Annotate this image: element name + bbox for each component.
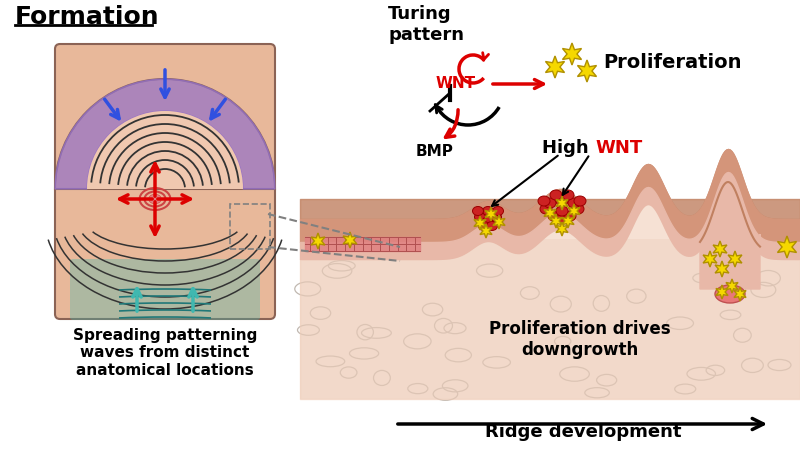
- FancyArrowPatch shape: [151, 164, 159, 197]
- FancyArrowPatch shape: [189, 289, 197, 312]
- Ellipse shape: [544, 198, 556, 208]
- Ellipse shape: [482, 207, 494, 216]
- Ellipse shape: [149, 195, 161, 204]
- FancyArrowPatch shape: [482, 54, 489, 61]
- Text: Turing
pattern: Turing pattern: [388, 5, 464, 44]
- Polygon shape: [716, 286, 728, 299]
- Ellipse shape: [482, 217, 494, 226]
- FancyArrowPatch shape: [446, 110, 458, 138]
- Polygon shape: [544, 207, 556, 220]
- Polygon shape: [311, 234, 325, 249]
- Ellipse shape: [473, 207, 483, 216]
- Polygon shape: [55, 80, 275, 189]
- Ellipse shape: [574, 197, 586, 207]
- Polygon shape: [568, 205, 580, 218]
- FancyArrowPatch shape: [435, 105, 442, 114]
- FancyArrowPatch shape: [161, 70, 169, 98]
- Polygon shape: [700, 183, 760, 289]
- Text: WNT: WNT: [436, 75, 476, 90]
- FancyArrowPatch shape: [158, 196, 190, 204]
- Text: Ridge development: Ridge development: [485, 422, 682, 440]
- Polygon shape: [550, 215, 562, 228]
- Polygon shape: [556, 223, 568, 237]
- Polygon shape: [734, 288, 746, 301]
- FancyArrowPatch shape: [493, 80, 543, 89]
- Ellipse shape: [562, 190, 574, 200]
- Polygon shape: [485, 208, 497, 221]
- FancyBboxPatch shape: [70, 259, 260, 320]
- Ellipse shape: [572, 205, 584, 215]
- Ellipse shape: [538, 197, 550, 207]
- Ellipse shape: [564, 211, 576, 221]
- Text: WNT: WNT: [595, 139, 642, 157]
- Text: Spreading patterning
waves from distinct
anatomical locations: Spreading patterning waves from distinct…: [73, 327, 257, 377]
- Ellipse shape: [568, 198, 580, 208]
- Text: Proliferation drives
downgrowth: Proliferation drives downgrowth: [489, 319, 671, 358]
- Polygon shape: [578, 61, 597, 83]
- Ellipse shape: [715, 286, 745, 303]
- Polygon shape: [715, 261, 729, 278]
- Polygon shape: [480, 225, 492, 238]
- FancyArrowPatch shape: [105, 100, 119, 119]
- Polygon shape: [703, 251, 717, 268]
- Text: Formation: Formation: [15, 5, 160, 29]
- Ellipse shape: [490, 213, 502, 222]
- Polygon shape: [713, 241, 727, 258]
- Text: High: High: [542, 139, 595, 157]
- FancyArrowPatch shape: [133, 289, 141, 312]
- FancyArrowPatch shape: [211, 100, 226, 119]
- Polygon shape: [728, 251, 742, 268]
- Ellipse shape: [548, 211, 560, 221]
- Polygon shape: [474, 217, 486, 230]
- Wedge shape: [55, 80, 275, 189]
- Bar: [300, 239, 800, 399]
- Polygon shape: [726, 279, 738, 293]
- Polygon shape: [562, 215, 574, 228]
- Polygon shape: [778, 237, 797, 258]
- FancyArrowPatch shape: [151, 202, 159, 235]
- Polygon shape: [546, 57, 565, 79]
- Text: BMP: BMP: [416, 144, 454, 159]
- Polygon shape: [343, 232, 357, 248]
- Ellipse shape: [486, 222, 498, 231]
- Ellipse shape: [474, 213, 486, 222]
- FancyBboxPatch shape: [55, 45, 275, 319]
- Polygon shape: [562, 44, 582, 66]
- Polygon shape: [556, 197, 568, 210]
- FancyArrowPatch shape: [120, 196, 152, 204]
- Ellipse shape: [493, 207, 503, 216]
- Ellipse shape: [540, 205, 552, 215]
- Ellipse shape: [556, 215, 568, 225]
- Polygon shape: [493, 216, 505, 229]
- Ellipse shape: [556, 207, 568, 217]
- Ellipse shape: [556, 197, 568, 207]
- Bar: [230, 205, 270, 249]
- Text: Proliferation: Proliferation: [603, 53, 742, 72]
- Wedge shape: [87, 112, 243, 189]
- Ellipse shape: [478, 222, 490, 231]
- Ellipse shape: [550, 190, 562, 200]
